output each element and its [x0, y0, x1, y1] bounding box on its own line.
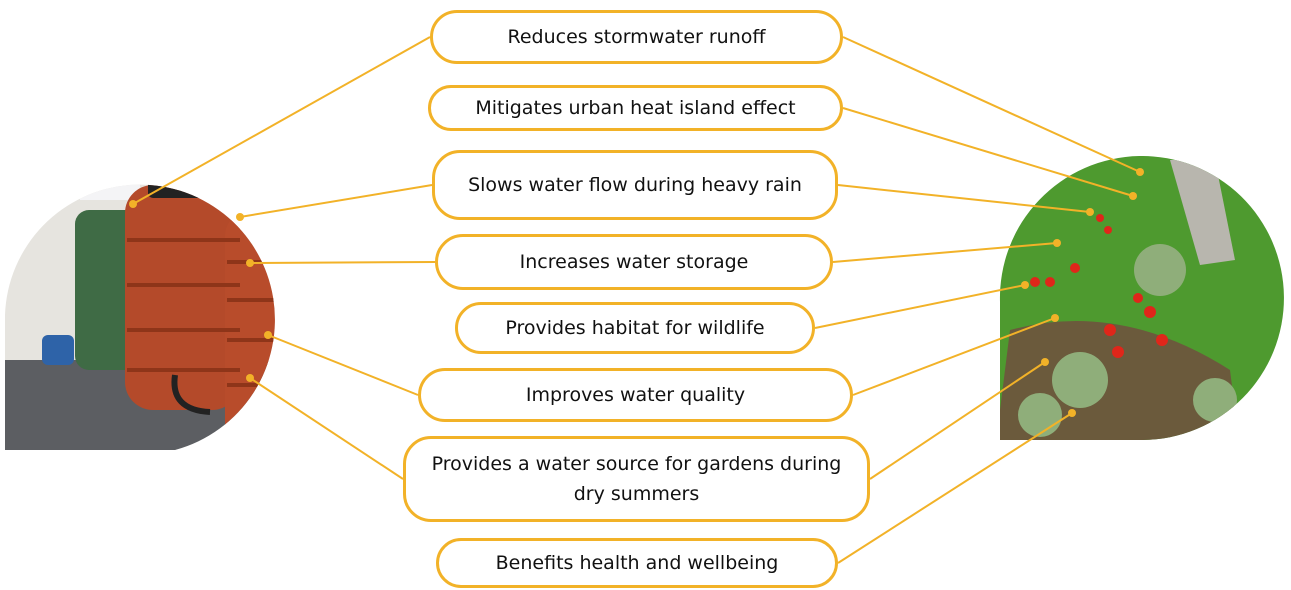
benefit-label: Mitigates urban heat island effect: [428, 85, 843, 131]
benefit-label: Benefits health and wellbeing: [436, 538, 838, 588]
connector-dot: [246, 374, 254, 382]
connector-line: [843, 108, 1133, 196]
connector-dot: [246, 259, 254, 267]
benefit-label: Reduces stormwater runoff: [430, 10, 843, 64]
connector-dot: [129, 200, 137, 208]
connector-dot: [1041, 358, 1049, 366]
benefit-label: Improves water quality: [418, 368, 853, 422]
connector-dot: [1136, 168, 1144, 176]
connector-dot: [1129, 192, 1137, 200]
connector-dot: [264, 331, 272, 339]
rain-barrels-photo: [0, 160, 320, 460]
connector-line: [838, 413, 1072, 563]
connector-line: [815, 285, 1025, 328]
connector-line: [250, 378, 403, 479]
connector-dot: [1086, 208, 1094, 216]
benefit-label: Provides habitat for wildlife: [455, 302, 815, 354]
connector-line: [240, 185, 432, 217]
rain-garden-photo: [990, 150, 1290, 450]
connector-dot: [1021, 281, 1029, 289]
connector-line: [133, 37, 430, 204]
benefit-label: Slows water flow during heavy rain: [432, 150, 838, 220]
benefit-label: Increases water storage: [435, 234, 833, 290]
connector-line: [250, 262, 435, 263]
connector-line: [268, 335, 418, 395]
connector-dot: [1068, 409, 1076, 417]
connector-dot: [1051, 314, 1059, 322]
connector-dot: [236, 213, 244, 221]
connector-dot: [1053, 239, 1061, 247]
benefit-label: Provides a water source for gardens duri…: [403, 436, 870, 522]
connector-line: [843, 37, 1140, 172]
diagram: Reduces stormwater runoff Mitigates urban…: [0, 0, 1291, 590]
